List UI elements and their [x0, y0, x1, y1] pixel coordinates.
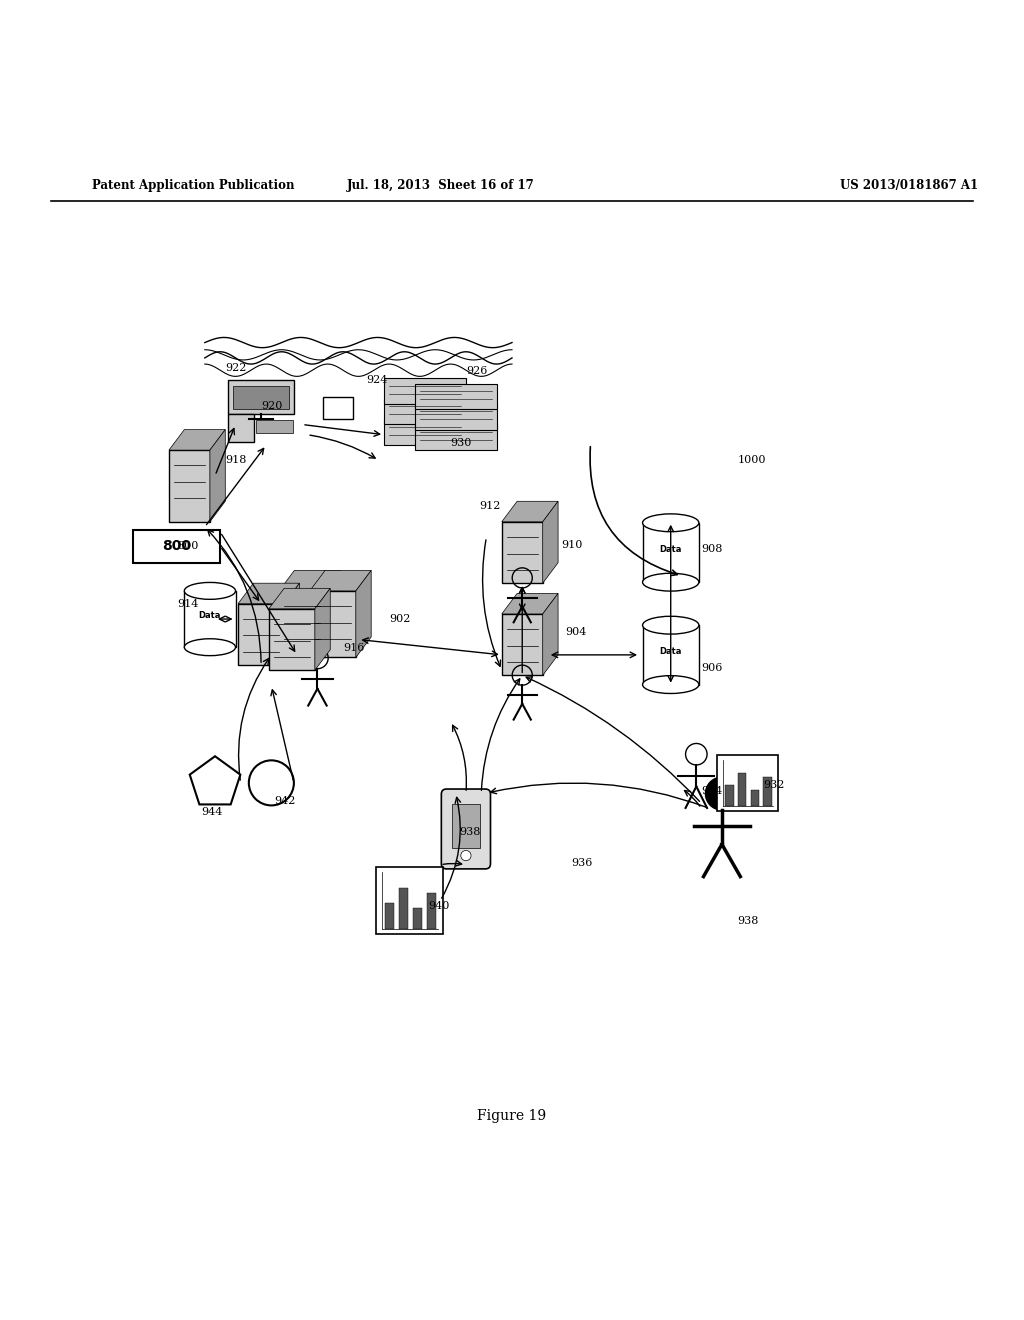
- FancyBboxPatch shape: [415, 404, 497, 429]
- Text: Data: Data: [659, 647, 682, 656]
- Text: 924: 924: [367, 375, 388, 385]
- Polygon shape: [543, 594, 558, 676]
- Text: 800: 800: [177, 541, 199, 552]
- FancyBboxPatch shape: [384, 420, 466, 445]
- Bar: [751, 789, 759, 807]
- Polygon shape: [356, 570, 372, 657]
- FancyBboxPatch shape: [169, 450, 210, 521]
- Bar: [233, 385, 290, 409]
- Text: 902: 902: [389, 614, 411, 624]
- Text: 942: 942: [274, 796, 296, 807]
- FancyBboxPatch shape: [441, 789, 490, 869]
- Text: 940: 940: [428, 900, 450, 911]
- Polygon shape: [502, 502, 558, 521]
- Bar: [413, 908, 422, 929]
- Ellipse shape: [643, 513, 698, 532]
- Text: 936: 936: [571, 858, 593, 867]
- Text: 800: 800: [162, 540, 191, 553]
- Ellipse shape: [643, 676, 698, 693]
- Polygon shape: [169, 429, 225, 450]
- Text: 930: 930: [451, 438, 472, 447]
- Text: 910: 910: [561, 540, 583, 550]
- Text: 918: 918: [225, 455, 247, 466]
- Circle shape: [249, 760, 294, 805]
- Ellipse shape: [643, 616, 698, 634]
- Text: 944: 944: [202, 807, 223, 817]
- Bar: [643, 523, 699, 582]
- Ellipse shape: [643, 573, 698, 591]
- Text: 916: 916: [343, 643, 365, 652]
- Text: 934: 934: [701, 787, 723, 796]
- Text: 926: 926: [466, 366, 487, 376]
- Text: 938: 938: [737, 916, 759, 927]
- Text: 914: 914: [177, 599, 199, 609]
- Polygon shape: [210, 429, 225, 521]
- Ellipse shape: [184, 582, 236, 599]
- Polygon shape: [309, 570, 372, 591]
- Bar: [427, 892, 436, 929]
- Text: Patent Application Publication: Patent Application Publication: [92, 180, 295, 193]
- Circle shape: [461, 850, 471, 861]
- Bar: [377, 867, 443, 935]
- Polygon shape: [543, 502, 558, 583]
- Polygon shape: [268, 589, 330, 609]
- FancyBboxPatch shape: [279, 591, 325, 657]
- Bar: [643, 626, 699, 685]
- Bar: [717, 755, 778, 810]
- Text: US 2013/0181867 A1: US 2013/0181867 A1: [840, 180, 978, 193]
- Text: Jul. 18, 2013  Sheet 16 of 17: Jul. 18, 2013 Sheet 16 of 17: [346, 180, 535, 193]
- Bar: [227, 380, 295, 414]
- Bar: [184, 591, 236, 647]
- FancyBboxPatch shape: [415, 425, 497, 450]
- Text: 908: 908: [701, 544, 723, 554]
- Bar: [764, 777, 772, 807]
- Polygon shape: [189, 756, 241, 804]
- Polygon shape: [502, 594, 558, 614]
- Bar: [737, 774, 746, 807]
- Bar: [398, 888, 408, 929]
- FancyBboxPatch shape: [384, 399, 466, 425]
- Bar: [256, 420, 293, 433]
- Ellipse shape: [184, 639, 236, 656]
- Text: 912: 912: [479, 502, 501, 511]
- Text: Figure 19: Figure 19: [477, 1109, 547, 1123]
- Polygon shape: [285, 583, 300, 665]
- Text: 1000: 1000: [737, 455, 766, 466]
- FancyBboxPatch shape: [384, 379, 466, 404]
- Bar: [323, 397, 353, 420]
- FancyBboxPatch shape: [309, 591, 356, 657]
- FancyBboxPatch shape: [502, 521, 543, 583]
- Text: 932: 932: [763, 780, 784, 789]
- Polygon shape: [238, 583, 300, 603]
- Text: 922: 922: [225, 363, 247, 374]
- Text: 906: 906: [701, 663, 723, 673]
- FancyBboxPatch shape: [502, 614, 543, 676]
- Text: Data: Data: [659, 545, 682, 554]
- Bar: [725, 785, 733, 807]
- Text: 938: 938: [459, 828, 480, 837]
- Polygon shape: [279, 570, 340, 591]
- FancyBboxPatch shape: [452, 804, 480, 849]
- FancyBboxPatch shape: [238, 603, 285, 665]
- Bar: [385, 903, 394, 929]
- Polygon shape: [315, 589, 330, 671]
- Text: Data: Data: [199, 611, 221, 620]
- Text: 904: 904: [565, 627, 587, 638]
- Bar: [227, 414, 254, 442]
- FancyBboxPatch shape: [268, 609, 314, 671]
- Polygon shape: [326, 570, 340, 657]
- FancyBboxPatch shape: [133, 529, 220, 562]
- FancyBboxPatch shape: [415, 384, 497, 409]
- Circle shape: [706, 777, 738, 809]
- Text: 920: 920: [261, 401, 283, 411]
